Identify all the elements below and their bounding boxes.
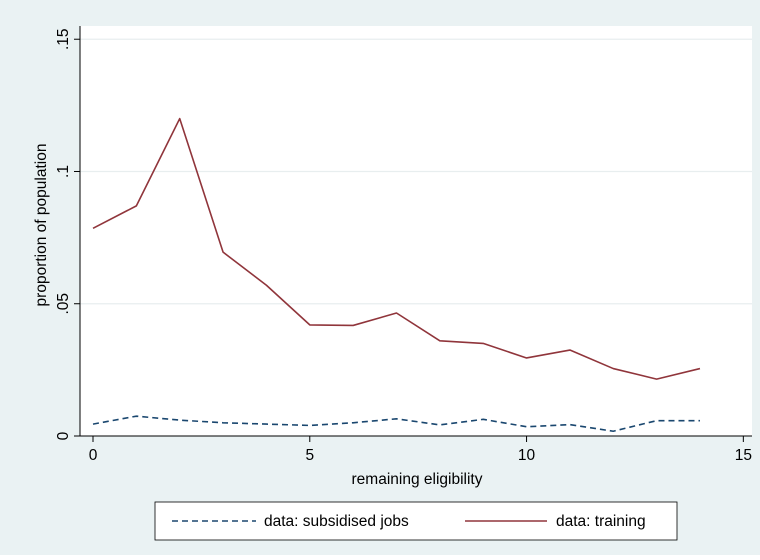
axes: 0 .05 .1 .15 0 5 10 15	[55, 26, 752, 464]
series-lines	[92, 117, 701, 433]
x-axis-label: remaining eligibility	[352, 471, 483, 488]
series-line-training	[92, 117, 701, 380]
x-tick-label: 0	[89, 447, 98, 464]
legend-label: data: training	[556, 513, 646, 530]
x-tick-label: 15	[735, 447, 752, 464]
legend: data: subsidised jobs data: training	[154, 501, 678, 541]
y-tick-label: .05	[55, 293, 72, 315]
gridlines	[80, 38, 752, 305]
y-tick-label: 0	[55, 431, 72, 440]
y-axis-label: proportion of population	[33, 144, 50, 307]
y-tick-label: .15	[55, 28, 72, 50]
y-tick-label: .1	[55, 165, 72, 178]
x-tick-label: 5	[305, 447, 314, 464]
legend-label: data: subsidised jobs	[264, 513, 409, 530]
series-line-subsidised-jobs	[92, 415, 700, 433]
plot-area	[80, 26, 752, 436]
x-tick-label: 10	[518, 447, 536, 464]
